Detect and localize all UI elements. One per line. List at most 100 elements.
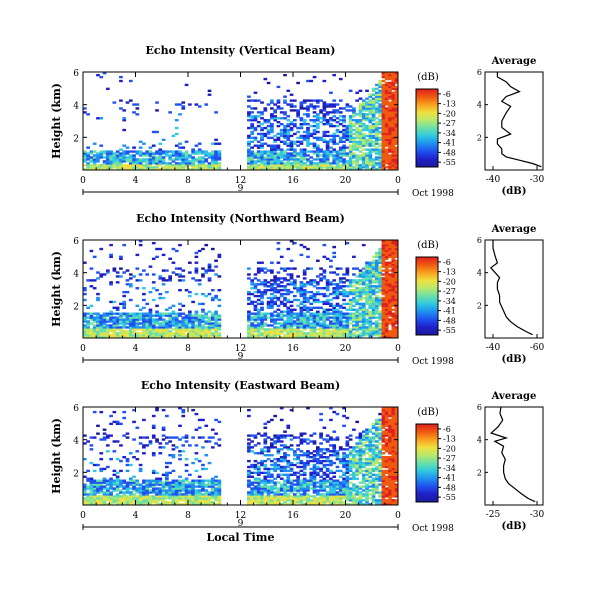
heatmap-cell: [250, 483, 255, 486]
heatmap-cell: [332, 312, 337, 315]
heatmap-cell: [381, 160, 386, 163]
heatmap-cell: [309, 483, 314, 486]
heatmap-cell: [128, 334, 133, 337]
heatmap-cell: [151, 436, 156, 439]
heatmap-cell: [247, 473, 251, 476]
heatmap-cell: [283, 457, 287, 461]
heatmap-cell: [155, 334, 159, 337]
heatmap-cell: [247, 444, 251, 447]
heatmap-cell: [296, 152, 300, 155]
heatmap-cell: [329, 259, 333, 262]
heatmap-cell: [155, 101, 159, 104]
heatmap-cell: [86, 477, 90, 480]
heatmap-cell: [355, 318, 360, 321]
heatmap-cell: [322, 101, 327, 104]
heatmap-cell: [283, 279, 287, 282]
heatmap-cell: [197, 318, 202, 321]
heatmap-cell: [361, 277, 366, 280]
heatmap-cell: [273, 103, 277, 106]
heatmap-cell: [201, 310, 205, 313]
heatmap-cell: [142, 154, 146, 157]
heatmap-cell: [273, 111, 277, 114]
heatmap-cell: [276, 162, 281, 165]
heatmap-cell: [299, 334, 304, 337]
heatmap-cell: [276, 271, 281, 274]
heatmap-cell: [368, 330, 373, 333]
heatmap-cell: [289, 483, 294, 486]
heatmap-cell: [266, 304, 271, 308]
date-label: Oct 1998: [412, 189, 454, 199]
heatmap-cell: [315, 491, 320, 494]
heatmap-cell: [345, 322, 350, 325]
heatmap-cell: [315, 115, 320, 118]
heatmap-cell: [158, 452, 163, 455]
heatmap-cell: [306, 298, 310, 302]
heatmap-cell: [309, 322, 314, 325]
heatmap-cell: [138, 332, 143, 335]
heatmap-cell: [358, 144, 363, 147]
heatmap-cell: [145, 489, 150, 492]
heatmap-cell: [299, 283, 304, 286]
heatmap-cell: [368, 160, 373, 163]
heatmap-cell: [266, 467, 271, 471]
heatmap-cell: [283, 469, 287, 473]
heatmap-cell: [345, 285, 350, 288]
heatmap-cell: [322, 334, 327, 337]
heatmap-cell: [125, 101, 130, 104]
heatmap-cell: [283, 454, 287, 457]
heatmap-cell: [355, 122, 360, 126]
heatmap-cell: [217, 158, 222, 161]
heatmap-cell: [352, 298, 356, 302]
heatmap-cell: [361, 322, 366, 325]
heatmap-cell: [361, 314, 366, 317]
heatmap-cell: [145, 501, 150, 504]
heatmap-cell: [204, 493, 209, 496]
heatmap-cell: [260, 122, 264, 126]
heatmap-cell: [299, 332, 304, 335]
heatmap-cell: [201, 446, 205, 449]
heatmap-cell: [293, 160, 297, 163]
heatmap-cell: [283, 162, 287, 165]
heatmap-cell: [204, 334, 209, 337]
heatmap-cell: [207, 265, 212, 268]
heatmap-cell: [345, 126, 350, 130]
heatmap-cell: [263, 495, 268, 498]
heatmap-cell: [325, 105, 330, 108]
heatmap-cell: [263, 156, 268, 159]
heatmap-cell: [384, 271, 389, 274]
heatmap-cell: [174, 314, 179, 317]
heatmap-cell: [161, 334, 166, 337]
heatmap-cell: [151, 471, 156, 475]
heatmap-cell: [138, 501, 143, 504]
heatmap-cell: [352, 320, 356, 323]
heatmap-cell: [158, 158, 163, 161]
heatmap-cell: [348, 304, 353, 308]
heatmap-cell: [384, 111, 389, 114]
heatmap-cell: [289, 109, 294, 112]
heatmap-cell: [315, 481, 320, 484]
heatmap-cell: [375, 253, 379, 257]
heatmap-cell: [345, 132, 350, 136]
heatmap-cell: [312, 115, 317, 118]
heatmap-cell: [378, 273, 382, 276]
heatmap-cell: [279, 418, 284, 422]
heatmap-cell: [260, 322, 264, 325]
heatmap-cell: [293, 140, 297, 143]
heatmap-cell: [283, 467, 287, 471]
heatmap-cell: [247, 113, 251, 116]
heatmap-cell: [358, 115, 363, 118]
heatmap-cell: [145, 481, 150, 484]
heatmap-cell: [86, 279, 90, 282]
heatmap-cell: [273, 487, 277, 490]
heatmap-cell: [312, 150, 317, 153]
heatmap-cell: [138, 442, 143, 445]
heatmap-cell: [352, 168, 356, 170]
heatmap-cell: [125, 499, 130, 502]
heatmap-cell: [119, 489, 123, 492]
heatmap-cell: [214, 491, 218, 494]
heatmap-cell: [266, 136, 271, 140]
heatmap-cell: [322, 336, 327, 338]
heatmap-cell: [125, 487, 130, 490]
heatmap-cell: [299, 312, 304, 315]
date-label: Oct 1998: [412, 357, 454, 367]
